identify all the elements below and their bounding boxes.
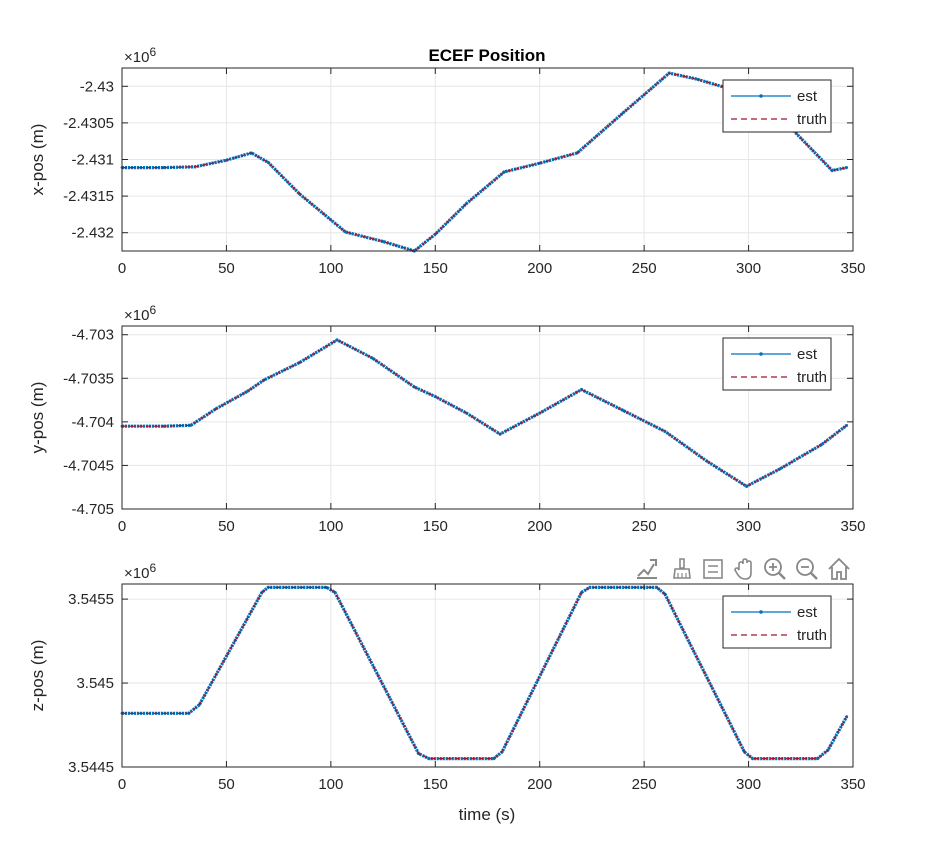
y-tick-label: -4.705 <box>71 501 114 518</box>
home-icon[interactable] <box>826 556 852 582</box>
x-tick-label: 50 <box>218 776 235 793</box>
y-axis-label: z-pos (m) <box>28 640 47 712</box>
x-tick-label: 300 <box>736 518 761 535</box>
axes-box <box>121 583 854 768</box>
x-tick-label: 300 <box>736 260 761 277</box>
data-point <box>371 356 375 360</box>
legend-box <box>722 79 832 133</box>
legend-label: truth <box>797 369 827 386</box>
series-line-truth <box>122 339 848 487</box>
x-tick-label: 300 <box>736 776 761 793</box>
legend: est truth <box>722 337 832 391</box>
data-point <box>266 161 270 164</box>
data-point <box>694 77 698 81</box>
x-axis-label: time (s) <box>459 805 516 824</box>
x-tick-label: 50 <box>218 260 235 277</box>
series-line-truth <box>122 586 848 760</box>
x-tick-label: 200 <box>527 518 552 535</box>
y-axis-label: x-pos (m) <box>28 124 47 196</box>
x-tick-label: 350 <box>840 260 865 277</box>
x-tick-label: 250 <box>632 776 657 793</box>
legend-box <box>722 337 832 391</box>
x-tick-label: 100 <box>318 518 343 535</box>
x-tick-label: 150 <box>423 776 448 793</box>
x-tick-label: 100 <box>318 776 343 793</box>
x-tick-label: 200 <box>527 776 552 793</box>
x-tick-label: 350 <box>840 518 865 535</box>
data-point <box>751 757 755 761</box>
legend-label: truth <box>797 627 827 644</box>
x-tick-label: 200 <box>527 260 552 277</box>
y-tick-label: 3.5445 <box>68 759 114 776</box>
pan-icon[interactable] <box>732 556 758 582</box>
axes-1: 0 50 100 150 200 250 300 350 -2.432 -2.4315 -2.431… <box>28 45 866 277</box>
brush-icon[interactable] <box>668 556 694 582</box>
legend-toggle-icon[interactable] <box>700 556 726 582</box>
zoom-in-icon[interactable] <box>762 556 788 582</box>
y-tick-label: 3.5455 <box>68 591 114 608</box>
x-tick-label: 150 <box>423 260 448 277</box>
legend-marker-est <box>759 352 763 356</box>
axes-3: 0 50 100 150 200 250 300 350 3.5445 3.545 3.5455 ×1… <box>28 561 866 793</box>
data-point <box>335 338 339 342</box>
axes-box <box>121 325 854 510</box>
export-icon[interactable] <box>634 556 660 582</box>
legend-label: est <box>797 88 818 105</box>
y-tick-label: -4.7045 <box>63 457 114 474</box>
y-tick-label: 3.545 <box>76 675 114 692</box>
x-tick-label: 250 <box>632 260 657 277</box>
x-tick-label: 50 <box>218 518 235 535</box>
y-tick-label: -2.43 <box>80 78 114 95</box>
legend-marker-est <box>759 610 763 614</box>
axis-exponent-label: ×106 <box>124 45 156 66</box>
axes-toolbar <box>634 556 856 584</box>
y-axis-label: y-pos (m) <box>28 382 47 454</box>
legend-marker-est <box>759 94 763 98</box>
legend-label: est <box>797 604 818 621</box>
legend-label: est <box>797 346 818 363</box>
data-point <box>621 111 625 115</box>
x-tick-label: 0 <box>118 518 126 535</box>
x-tick-label: 0 <box>118 260 126 277</box>
data-point <box>427 757 431 761</box>
axis-exponent-label: ×106 <box>124 561 156 582</box>
legend: est truth <box>722 595 832 649</box>
x-tick-label: 150 <box>423 518 448 535</box>
axes-2: 0 50 100 150 200 250 300 350 -4.705 -4.7045 -4.704… <box>28 303 866 535</box>
figure-title: ECEF Position <box>428 46 545 65</box>
data-point <box>621 409 625 412</box>
y-tick-label: -4.704 <box>71 414 114 431</box>
y-tick-label: -4.7035 <box>63 370 114 387</box>
y-tick-label: -2.432 <box>71 225 114 242</box>
data-point <box>245 389 249 393</box>
x-tick-label: 250 <box>632 518 657 535</box>
y-tick-label: -2.4305 <box>63 115 114 132</box>
x-tick-label: 350 <box>840 776 865 793</box>
x-tick-label: 100 <box>318 260 343 277</box>
data-point <box>830 169 834 172</box>
y-tick-label: -4.703 <box>71 327 114 344</box>
legend-box <box>722 595 832 649</box>
legend: est truth <box>722 79 832 133</box>
zoom-out-icon[interactable] <box>794 556 820 582</box>
data-point <box>344 230 347 234</box>
axis-exponent-label: ×106 <box>124 303 156 324</box>
y-tick-label: -2.4315 <box>63 188 114 205</box>
legend-label: truth <box>797 111 827 128</box>
x-tick-label: 0 <box>118 776 126 793</box>
y-tick-label: -2.431 <box>71 152 114 169</box>
